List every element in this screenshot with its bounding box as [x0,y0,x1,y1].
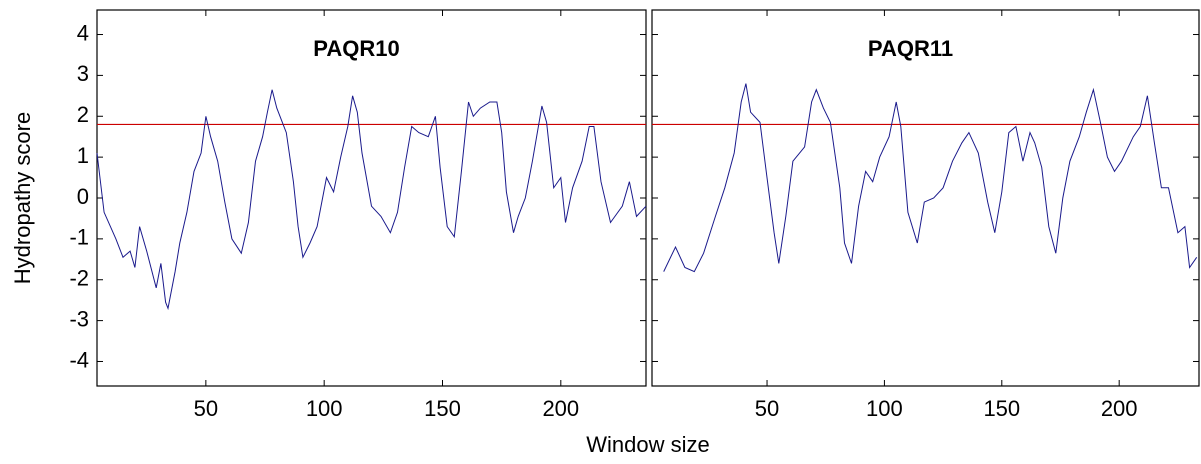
y-axis-label: Hydropathy score [10,112,35,284]
x-tick-label: 100 [866,396,903,421]
plot-frame [651,9,1200,387]
hydropathy-line [96,89,647,311]
x-tick-label: 100 [306,396,343,421]
x-tick-label: 200 [1101,396,1138,421]
hydropathy-line [663,83,1198,273]
plot-frame [96,9,647,387]
y-tick-label: 4 [77,20,89,45]
y-tick-label: 1 [77,143,89,168]
y-tick-label: 0 [77,184,89,209]
chart-title: PAQR10 [313,36,399,61]
chart-title: PAQR11 [868,36,953,61]
y-tick-label: -3 [69,306,89,331]
y-tick-label: 3 [77,61,89,86]
x-tick-label: 200 [542,396,579,421]
x-axis-label: Window size [586,432,709,457]
y-tick-label: -4 [69,347,89,372]
y-tick-label: -1 [69,225,89,250]
x-tick-label: 150 [424,396,461,421]
y-tick-label: 2 [77,102,89,127]
y-tick-label: -2 [69,266,89,291]
x-tick-label: 50 [755,396,779,421]
x-tick-label: 50 [194,396,218,421]
x-tick-label: 150 [983,396,1020,421]
